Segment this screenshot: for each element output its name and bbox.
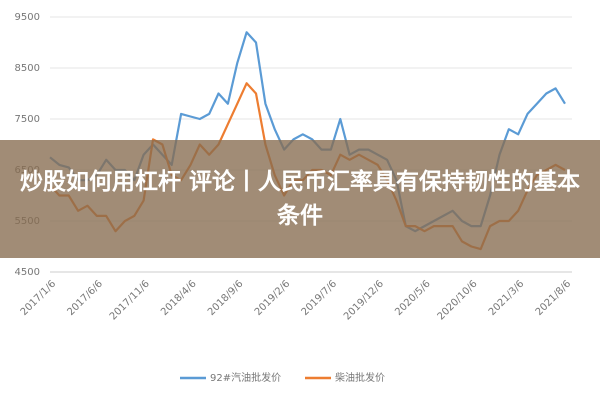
y-tick-label: 4500 xyxy=(15,267,40,278)
x-tick-label: 2017/1/6 xyxy=(19,278,59,318)
x-tick-label: 2020/10/6 xyxy=(436,278,480,322)
legend-label: 92#汽油批发价 xyxy=(210,371,281,384)
x-tick-label: 2017/11/6 xyxy=(108,278,152,322)
x-tick-label: 2021/8/6 xyxy=(534,278,574,318)
y-tick-label: 8500 xyxy=(15,63,40,74)
x-tick-label: 2018/9/6 xyxy=(206,278,246,318)
legend-label: 柴油批发价 xyxy=(335,371,385,384)
x-tick-label: 2019/12/6 xyxy=(342,278,386,322)
y-tick-label: 7500 xyxy=(15,114,40,125)
headline-banner: 炒股如何用杠杆 评论丨人民币汇率具有保持韧性的基本条件 xyxy=(0,140,600,258)
x-tick-label: 2020/5/6 xyxy=(393,278,433,318)
y-tick-label: 9500 xyxy=(15,12,40,23)
x-tick-label: 2019/7/6 xyxy=(300,278,340,318)
x-tick-label: 2017/6/6 xyxy=(66,278,106,318)
x-tick-label: 2021/3/6 xyxy=(487,278,527,318)
x-tick-label: 2018/4/6 xyxy=(159,278,199,318)
x-tick-label: 2019/2/6 xyxy=(253,278,293,318)
headline: 炒股如何用杠杆 评论丨人民币汇率具有保持韧性的基本条件 xyxy=(19,169,580,229)
